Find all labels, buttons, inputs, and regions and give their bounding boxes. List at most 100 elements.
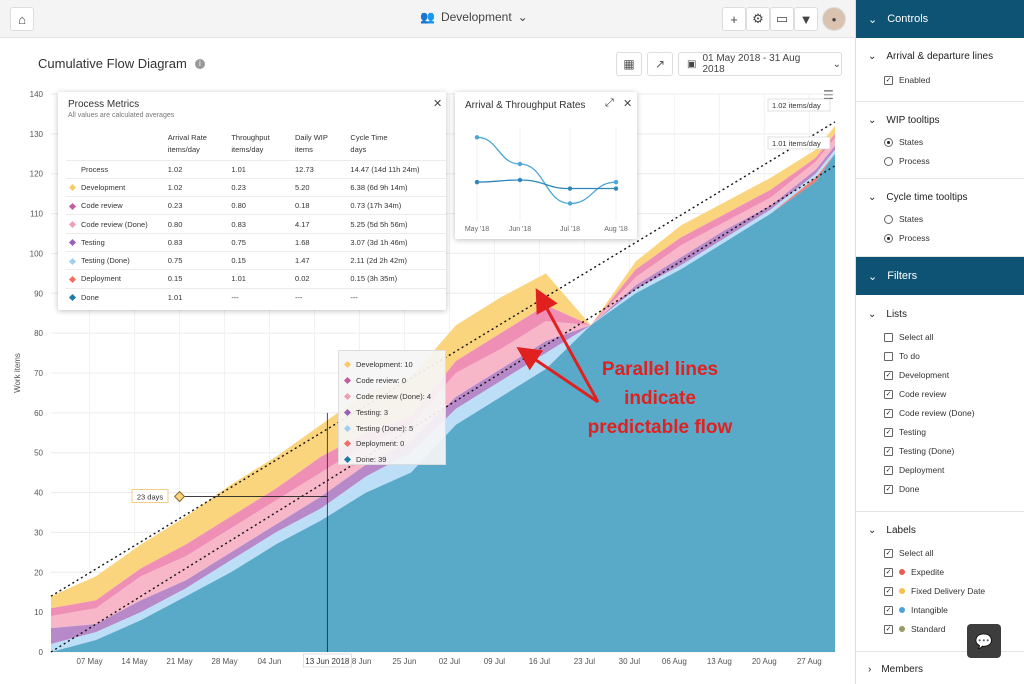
tooltip-text: Code review: 0: [356, 376, 407, 386]
diamond-icon: [343, 456, 352, 464]
checkbox[interactable]: [884, 351, 893, 361]
enabled-checkbox[interactable]: ✓ Enabled: [884, 75, 930, 85]
plus-icon[interactable]: +: [722, 7, 746, 31]
home-icon[interactable]: ⌂: [10, 7, 34, 31]
board-selector[interactable]: 👥 Development ⌄: [420, 10, 528, 24]
table-cell: 0.23: [227, 177, 291, 197]
filter-option[interactable]: Select all: [884, 332, 934, 342]
filter-option[interactable]: ✓ Development: [884, 370, 949, 380]
filter-option[interactable]: ✓ Fixed Delivery Date: [884, 586, 985, 596]
checkbox[interactable]: ✓: [884, 370, 893, 380]
filters-header[interactable]: ⌄ Filters: [856, 257, 1024, 295]
expand-icon[interactable]: ⤢: [605, 97, 614, 109]
wip-process-radio[interactable]: Process: [884, 156, 930, 166]
checkbox[interactable]: ✓: [884, 605, 893, 615]
y-tick-label: 100: [30, 249, 44, 258]
table-cell: 0.80: [163, 214, 228, 234]
option-label: Fixed Delivery Date: [911, 586, 986, 596]
radio[interactable]: [884, 233, 893, 243]
table-cell: 6.38 (6d 9h 14m): [346, 177, 446, 197]
checkbox[interactable]: [884, 332, 893, 342]
diamond-icon: [343, 424, 352, 432]
checkbox[interactable]: ✓: [884, 408, 893, 418]
y-tick-label: 10: [34, 608, 43, 617]
info-icon[interactable]: i: [194, 58, 205, 69]
radio[interactable]: [884, 214, 893, 224]
x-tick-label: 02 Jul: [439, 657, 461, 666]
filter-option[interactable]: ✓ Code review (Done): [884, 408, 975, 418]
row-name: Process: [66, 159, 164, 179]
filter-option[interactable]: ✓ Expedite: [884, 567, 944, 577]
controls-header[interactable]: ⌄ Controls: [856, 0, 1024, 38]
table-cell: 0.23: [163, 196, 228, 215]
table-cell: ---: [227, 287, 291, 307]
filter-option[interactable]: ✓ Testing: [884, 427, 926, 437]
members-toggle[interactable]: › Members: [868, 664, 923, 675]
x-tick-label: 30 Jul: [619, 657, 641, 666]
table-cell: 1.01: [163, 287, 228, 307]
filter-icon[interactable]: ▼: [794, 7, 818, 31]
table-cell: 0.02: [290, 269, 347, 289]
cycle-states-radio[interactable]: States: [884, 214, 923, 224]
diamond-icon: [68, 257, 77, 265]
column-header: Daily WIP items: [294, 133, 328, 154]
labels-toggle[interactable]: ⌄ Labels: [868, 525, 916, 536]
checkbox[interactable]: ✓: [884, 484, 893, 494]
radio[interactable]: [884, 156, 893, 166]
label-color-dot: [899, 588, 905, 594]
option-label: Testing (Done): [899, 446, 955, 456]
top-bar: ⌂ 👥 Development ⌄ + ⚙ ▭ ▼ •: [0, 0, 855, 38]
checkbox[interactable]: ✓: [884, 389, 893, 399]
checkbox[interactable]: ✓: [884, 465, 893, 475]
date-range-value: 01 May 2018 - 31 Aug 2018: [702, 53, 801, 75]
table-icon[interactable]: ▦: [616, 52, 642, 76]
arrival-departure-title: Arrival & departure lines: [886, 51, 994, 62]
wip-states-radio[interactable]: States: [884, 137, 923, 147]
board-name: Development: [440, 10, 512, 24]
close-icon[interactable]: ✕: [623, 98, 633, 110]
tooltip-text: Testing (Done): 5: [356, 423, 414, 433]
tooltip-text: Deployment: 0: [356, 439, 405, 449]
x-tick-label: 07 May: [76, 657, 102, 666]
checkbox[interactable]: ✓: [884, 427, 893, 437]
checkbox[interactable]: ✓: [884, 624, 893, 634]
row-name: Development: [66, 177, 164, 197]
table-cell: 2.11 (2d 2h 42m): [346, 250, 446, 270]
checkbox[interactable]: ✓: [884, 586, 893, 596]
filter-option[interactable]: ✓ Standard: [884, 624, 946, 634]
table-row: Process 1.02 1.01 12.73 14.47 (14d 11h 24m): [66, 159, 446, 179]
chart-title: Cumulative Flow Diagram i: [38, 56, 205, 71]
filter-option[interactable]: ✓ Deployment: [884, 465, 944, 475]
filter-option[interactable]: ✓ Select all: [884, 548, 934, 558]
y-tick-label: 40: [34, 489, 43, 498]
table-cell: 0.83: [163, 232, 228, 252]
filter-option[interactable]: ✓ Done: [884, 484, 919, 494]
checkbox[interactable]: ✓: [884, 548, 893, 558]
checkbox[interactable]: ✓: [884, 446, 893, 456]
filter-option[interactable]: To do: [884, 351, 920, 361]
table-cell: 0.15 (3h 35m): [346, 269, 446, 289]
checkbox[interactable]: ✓: [884, 75, 893, 85]
checkbox[interactable]: ✓: [884, 567, 893, 577]
cycle-process-radio[interactable]: Process: [884, 233, 930, 243]
close-icon[interactable]: ✕: [433, 98, 443, 110]
cycle-time-toggle[interactable]: ⌄ Cycle time tooltips: [868, 192, 968, 203]
monitor-icon[interactable]: ▭: [770, 7, 794, 31]
chat-icon[interactable]: 💬: [967, 624, 1001, 658]
lists-toggle[interactable]: ⌄ Lists: [868, 309, 907, 320]
date-range-picker[interactable]: ▣ 01 May 2018 - 31 Aug 2018 ⌄: [678, 52, 842, 76]
avatar[interactable]: •: [822, 7, 846, 31]
option-label: Done: [899, 484, 920, 494]
gear-icon[interactable]: ⚙: [746, 7, 770, 31]
filter-option[interactable]: ✓ Code review: [884, 389, 946, 399]
radio[interactable]: [884, 137, 893, 147]
filter-option[interactable]: ✓ Testing (Done): [884, 446, 954, 456]
chevron-down-icon: ⌄: [868, 13, 878, 26]
process-metrics-panel: Process Metrics All values are calculate…: [58, 92, 446, 310]
filter-option[interactable]: ✓ Intangible: [884, 605, 948, 615]
arrival-departure-toggle[interactable]: ⌄ Arrival & departure lines: [868, 51, 993, 62]
wip-tooltips-toggle[interactable]: ⌄ WIP tooltips: [868, 115, 940, 126]
arrival-point: [517, 161, 523, 167]
menu-icon[interactable]: ☰: [823, 88, 834, 102]
trend-icon[interactable]: ↗: [647, 52, 673, 76]
